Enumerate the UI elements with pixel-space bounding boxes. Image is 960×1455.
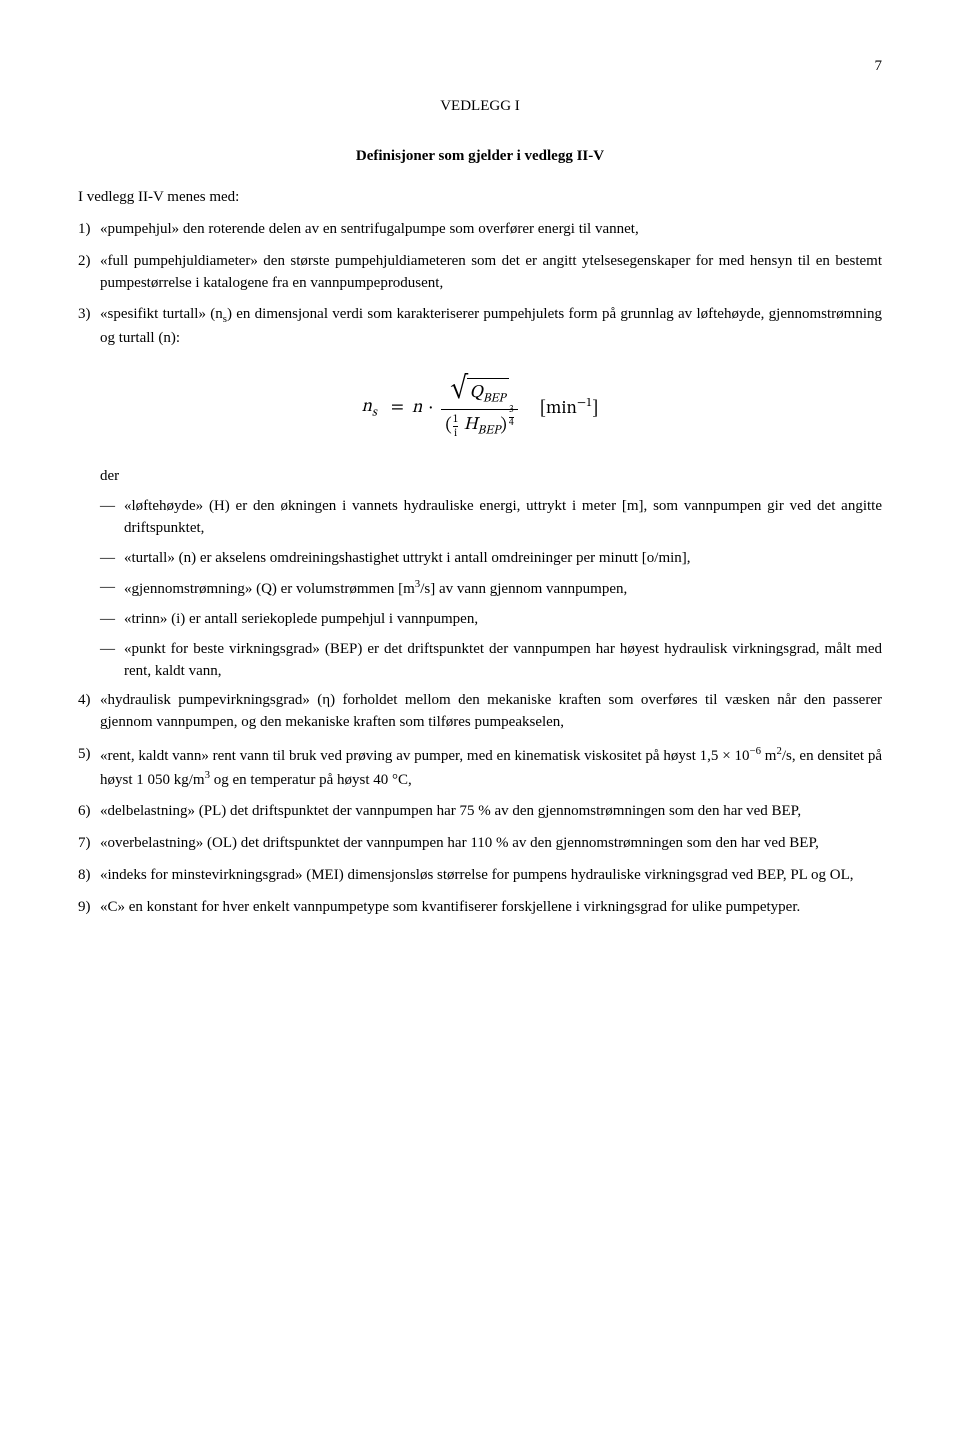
definition-item: 1)«pumpehjul» den roterende delen av en … [78,219,882,241]
definition-item: 2)«full pumpehjuldiameter» den største p… [78,251,882,295]
unit: [min−1] [540,394,599,422]
exponent-3-4: 3 4 [509,406,514,429]
item-text: «spesifikt turtall» (ns) en dimensjonal … [100,304,882,349]
item-text: «hydraulisk pumpevirkningsgrad» (η) forh… [100,690,882,734]
item-text: «C» en konstant for hver enkelt vannpump… [100,897,882,919]
definition-item: 7)«overbelastning» (OL) det driftspunkte… [78,833,882,855]
item-text: «pumpehjul» den roterende delen av en se… [100,219,882,241]
em-dash-icon: — [100,496,124,540]
formula-q-sub: BEP [483,391,506,404]
item-text: «delbelastning» (PL) det driftspunktet d… [100,801,882,823]
dash-item-text: «gjennomstrømning» (Q) er volumstrømmen … [124,577,882,601]
center-dot: · [428,395,433,421]
lparen: ( [445,413,451,439]
definition-item: 9)«C» en konstant for hver enkelt vannpu… [78,897,882,919]
definition-item: 5)«rent, kaldt vann» rent vann til bruk … [78,744,882,792]
dash-item-text: «trinn» (i) er antall seriekoplede pumpe… [124,609,882,631]
item-number: 8) [78,865,100,887]
definition-item: 3)«spesifikt turtall» (ns) en dimensjona… [78,304,882,349]
dash-item: —«punkt for beste virkningsgrad» (BEP) e… [100,639,882,683]
em-dash-icon: — [100,577,124,601]
item-number: 6) [78,801,100,823]
item-number: 9) [78,897,100,919]
fraction: √ QBEP ( 1 i HBEP ) 3 [441,376,517,441]
item-number: 1) [78,219,100,241]
formula-lhs-sub: s [372,406,377,419]
definition-item: 6)«delbelastning» (PL) det driftspunktet… [78,801,882,823]
formula-lhs-var: n [362,398,372,416]
der-label: der [100,466,882,488]
item-number: 3) [78,304,100,349]
definition-item: 4)«hydraulisk pumpevirkningsgrad» (η) fo… [78,690,882,734]
dash-item: —«løftehøyde» (H) er den økningen i vann… [100,496,882,540]
em-dash-icon: — [100,609,124,631]
equals-sign: = [391,395,404,421]
dash-item: —«turtall» (n) er akselens omdreiningsha… [100,548,882,570]
appendix-heading: VEDLEGG I [78,96,882,118]
item-text: «full pumpehjuldiameter» den største pum… [100,251,882,295]
dash-item: —«trinn» (i) er antall seriekoplede pump… [100,609,882,631]
item-number: 5) [78,744,100,792]
subtitle: Definisjoner som gjelder i vedlegg II-V [78,146,882,168]
em-dash-icon: — [100,548,124,570]
sqrt: √ QBEP [450,378,508,408]
one-over-i: 1 i [453,414,459,439]
rparen: ) [500,413,506,439]
dash-item-text: «punkt for beste virkningsgrad» (BEP) er… [124,639,882,683]
intro-line: I vedlegg II-V menes med: [78,187,882,209]
item-number: 2) [78,251,100,295]
formula: ns = n · √ QBEP ( 1 i HBEP [78,376,882,441]
dash-item-text: «turtall» (n) er akselens omdreiningshas… [124,548,882,570]
dash-item-text: «løftehøyde» (H) er den økningen i vanne… [124,496,882,540]
formula-h-sub: BEP [478,424,501,437]
formula-q: Q [470,384,483,402]
item-number: 4) [78,690,100,734]
em-dash-icon: — [100,639,124,683]
item-text: «overbelastning» (OL) det driftspunktet … [100,833,882,855]
item-number: 7) [78,833,100,855]
dash-item: —«gjennomstrømning» (Q) er volumstrømmen… [100,577,882,601]
formula-h: H [464,416,478,434]
item-text: «rent, kaldt vann» rent vann til bruk ve… [100,744,882,792]
item-text: «indeks for minstevirkningsgrad» (MEI) d… [100,865,882,887]
page-number: 7 [78,56,882,78]
definition-item: 8)«indeks for minstevirkningsgrad» (MEI)… [78,865,882,887]
formula-n: n [412,395,422,421]
